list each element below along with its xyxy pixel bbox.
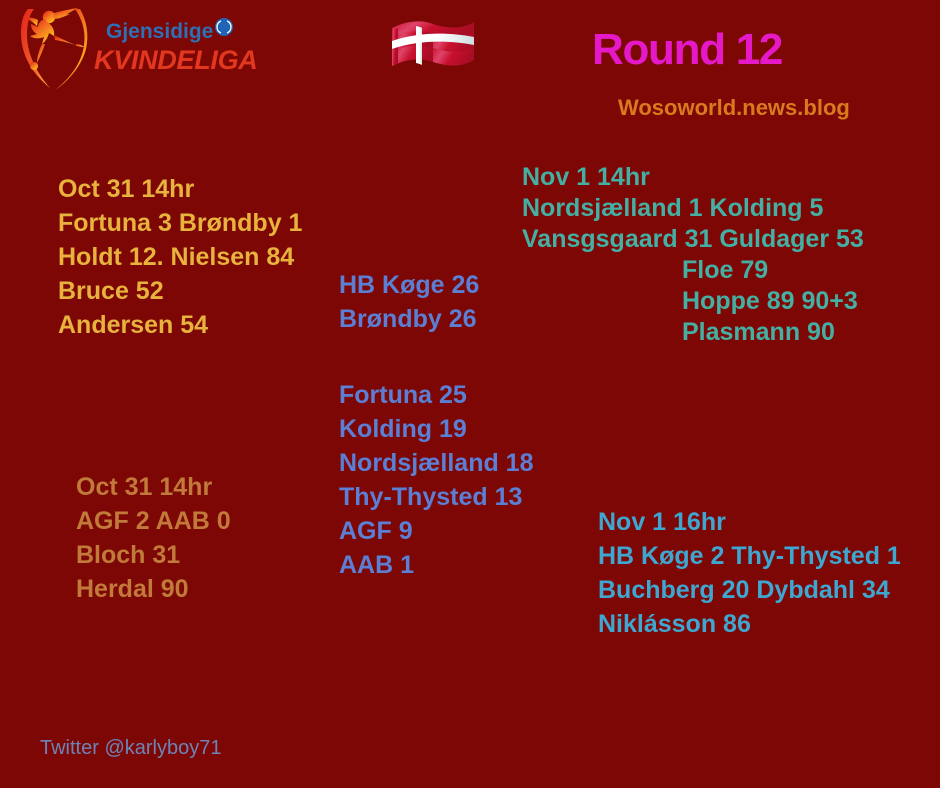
svg-text:Gjensidige: Gjensidige <box>106 20 213 43</box>
svg-text:KVINDELIGA: KVINDELIGA <box>94 45 258 75</box>
